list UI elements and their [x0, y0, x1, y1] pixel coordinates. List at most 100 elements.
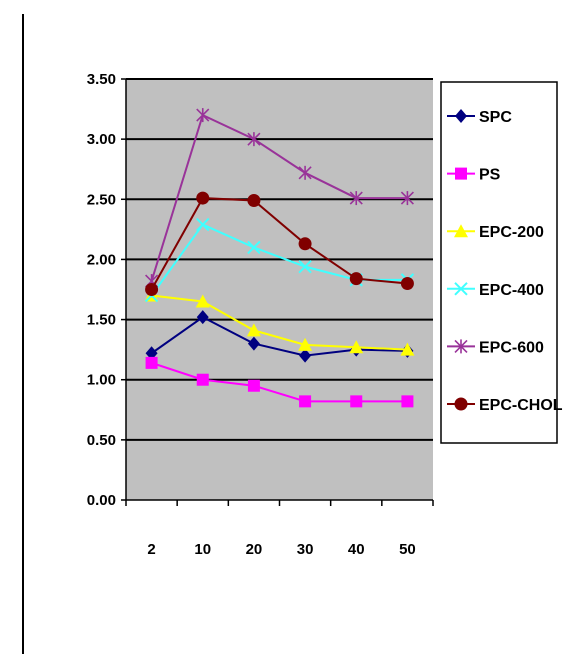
data-point [247, 336, 260, 351]
data-point [246, 323, 261, 337]
triangle-marker [400, 342, 415, 356]
series-line [151, 294, 408, 351]
legend-marker [454, 282, 468, 296]
circle-marker [400, 276, 414, 290]
circle-marker [349, 272, 363, 286]
x-marker-stroke [247, 240, 261, 255]
triangle-marker [195, 294, 210, 308]
data-point [145, 283, 159, 296]
series-line [150, 113, 408, 282]
legend-entry-epc-200: EPC-200 [447, 224, 544, 241]
y-tick-label: 1.50 [87, 312, 116, 329]
y-tick-label: 0.00 [87, 492, 116, 509]
x-tick-label: 30 [297, 541, 314, 558]
series-ps [145, 356, 414, 408]
data-point [247, 240, 261, 255]
triangle-marker [246, 323, 261, 337]
triangle-marker [298, 337, 313, 351]
x-axis-ticks: 2 10 20 30 40 50 [125, 500, 434, 558]
square-marker [247, 379, 260, 392]
x-marker-stroke [454, 282, 468, 296]
data-point [298, 237, 312, 251]
x-tick-label: 40 [348, 541, 365, 558]
data-point [196, 310, 209, 325]
data-point [349, 191, 363, 206]
circle-marker [298, 237, 312, 251]
legend-marker [454, 397, 468, 411]
y-axis-ticks: 0.00 0.50 1.00 1.50 2.00 2.50 3.00 3.50 [87, 71, 126, 509]
x-tick-label: 50 [399, 541, 416, 558]
data-point [349, 272, 363, 286]
square-marker [196, 373, 209, 386]
legend-label: PS [479, 167, 501, 184]
circle-marker [196, 191, 210, 205]
x-marker-stroke [196, 217, 210, 232]
y-tick-label: 3.00 [87, 131, 116, 148]
data-point [299, 395, 312, 408]
diamond-marker [196, 310, 209, 325]
y-tick-label: 0.50 [87, 432, 116, 449]
series-line [151, 315, 408, 357]
y-tick-label: 2.50 [87, 191, 116, 208]
legend-entry-epc-600: EPC-600 [447, 339, 544, 356]
circle-marker [454, 397, 468, 411]
series-line [151, 361, 408, 403]
data-point [196, 191, 210, 205]
legend-marker [454, 224, 468, 238]
data-point [196, 373, 209, 386]
legend-label: EPC-CHOL [479, 397, 563, 414]
diamond-marker [145, 346, 158, 361]
data-point [247, 132, 261, 147]
legend-marker [455, 167, 467, 180]
legend-entry-epc-400: EPC-400 [447, 282, 544, 299]
data-point [196, 217, 210, 232]
diamond-marker [455, 109, 467, 123]
square-marker [401, 395, 414, 408]
data-point [298, 165, 312, 180]
triangle-marker [349, 340, 364, 354]
plot-area [125, 78, 433, 501]
series-layer [144, 108, 415, 408]
series-line [150, 197, 408, 290]
x-marker-stroke [298, 259, 312, 274]
diamond-marker [247, 336, 260, 351]
left-border-line [22, 14, 24, 654]
series-epc-chol [145, 191, 414, 296]
data-point [195, 294, 210, 308]
legend-box [440, 81, 558, 444]
x-tick-label: 20 [246, 541, 263, 558]
data-point [196, 108, 210, 123]
legend-marker [455, 109, 467, 123]
square-marker [455, 167, 467, 180]
square-marker [350, 395, 363, 408]
square-marker [145, 356, 158, 369]
y-tick-label: 3.50 [87, 71, 116, 88]
y-tick-label: 1.00 [87, 372, 116, 389]
circle-marker [247, 193, 261, 207]
data-point [350, 395, 363, 408]
circle-marker [145, 283, 159, 296]
legend-label: EPC-200 [479, 224, 544, 241]
plot-background [126, 79, 433, 500]
square-marker [299, 395, 312, 408]
data-point [401, 395, 414, 408]
data-point [298, 337, 313, 351]
data-point [299, 348, 312, 363]
data-point [349, 340, 364, 354]
y-tick-label: 2.00 [87, 251, 116, 268]
data-point [247, 193, 261, 207]
x-tick-label: 10 [194, 541, 211, 558]
legend-entry-spc: SPC [447, 109, 512, 126]
legend-label: EPC-600 [479, 339, 544, 356]
legend-entry-ps: PS [447, 167, 501, 184]
data-point [400, 276, 414, 290]
legend-label: SPC [479, 109, 512, 126]
data-point [400, 191, 414, 206]
data-point [145, 356, 158, 369]
legend-label: EPC-400 [479, 282, 544, 299]
x-tick-label: 2 [147, 541, 155, 558]
triangle-marker [454, 224, 468, 238]
data-point [400, 342, 415, 356]
data-point [145, 346, 158, 361]
